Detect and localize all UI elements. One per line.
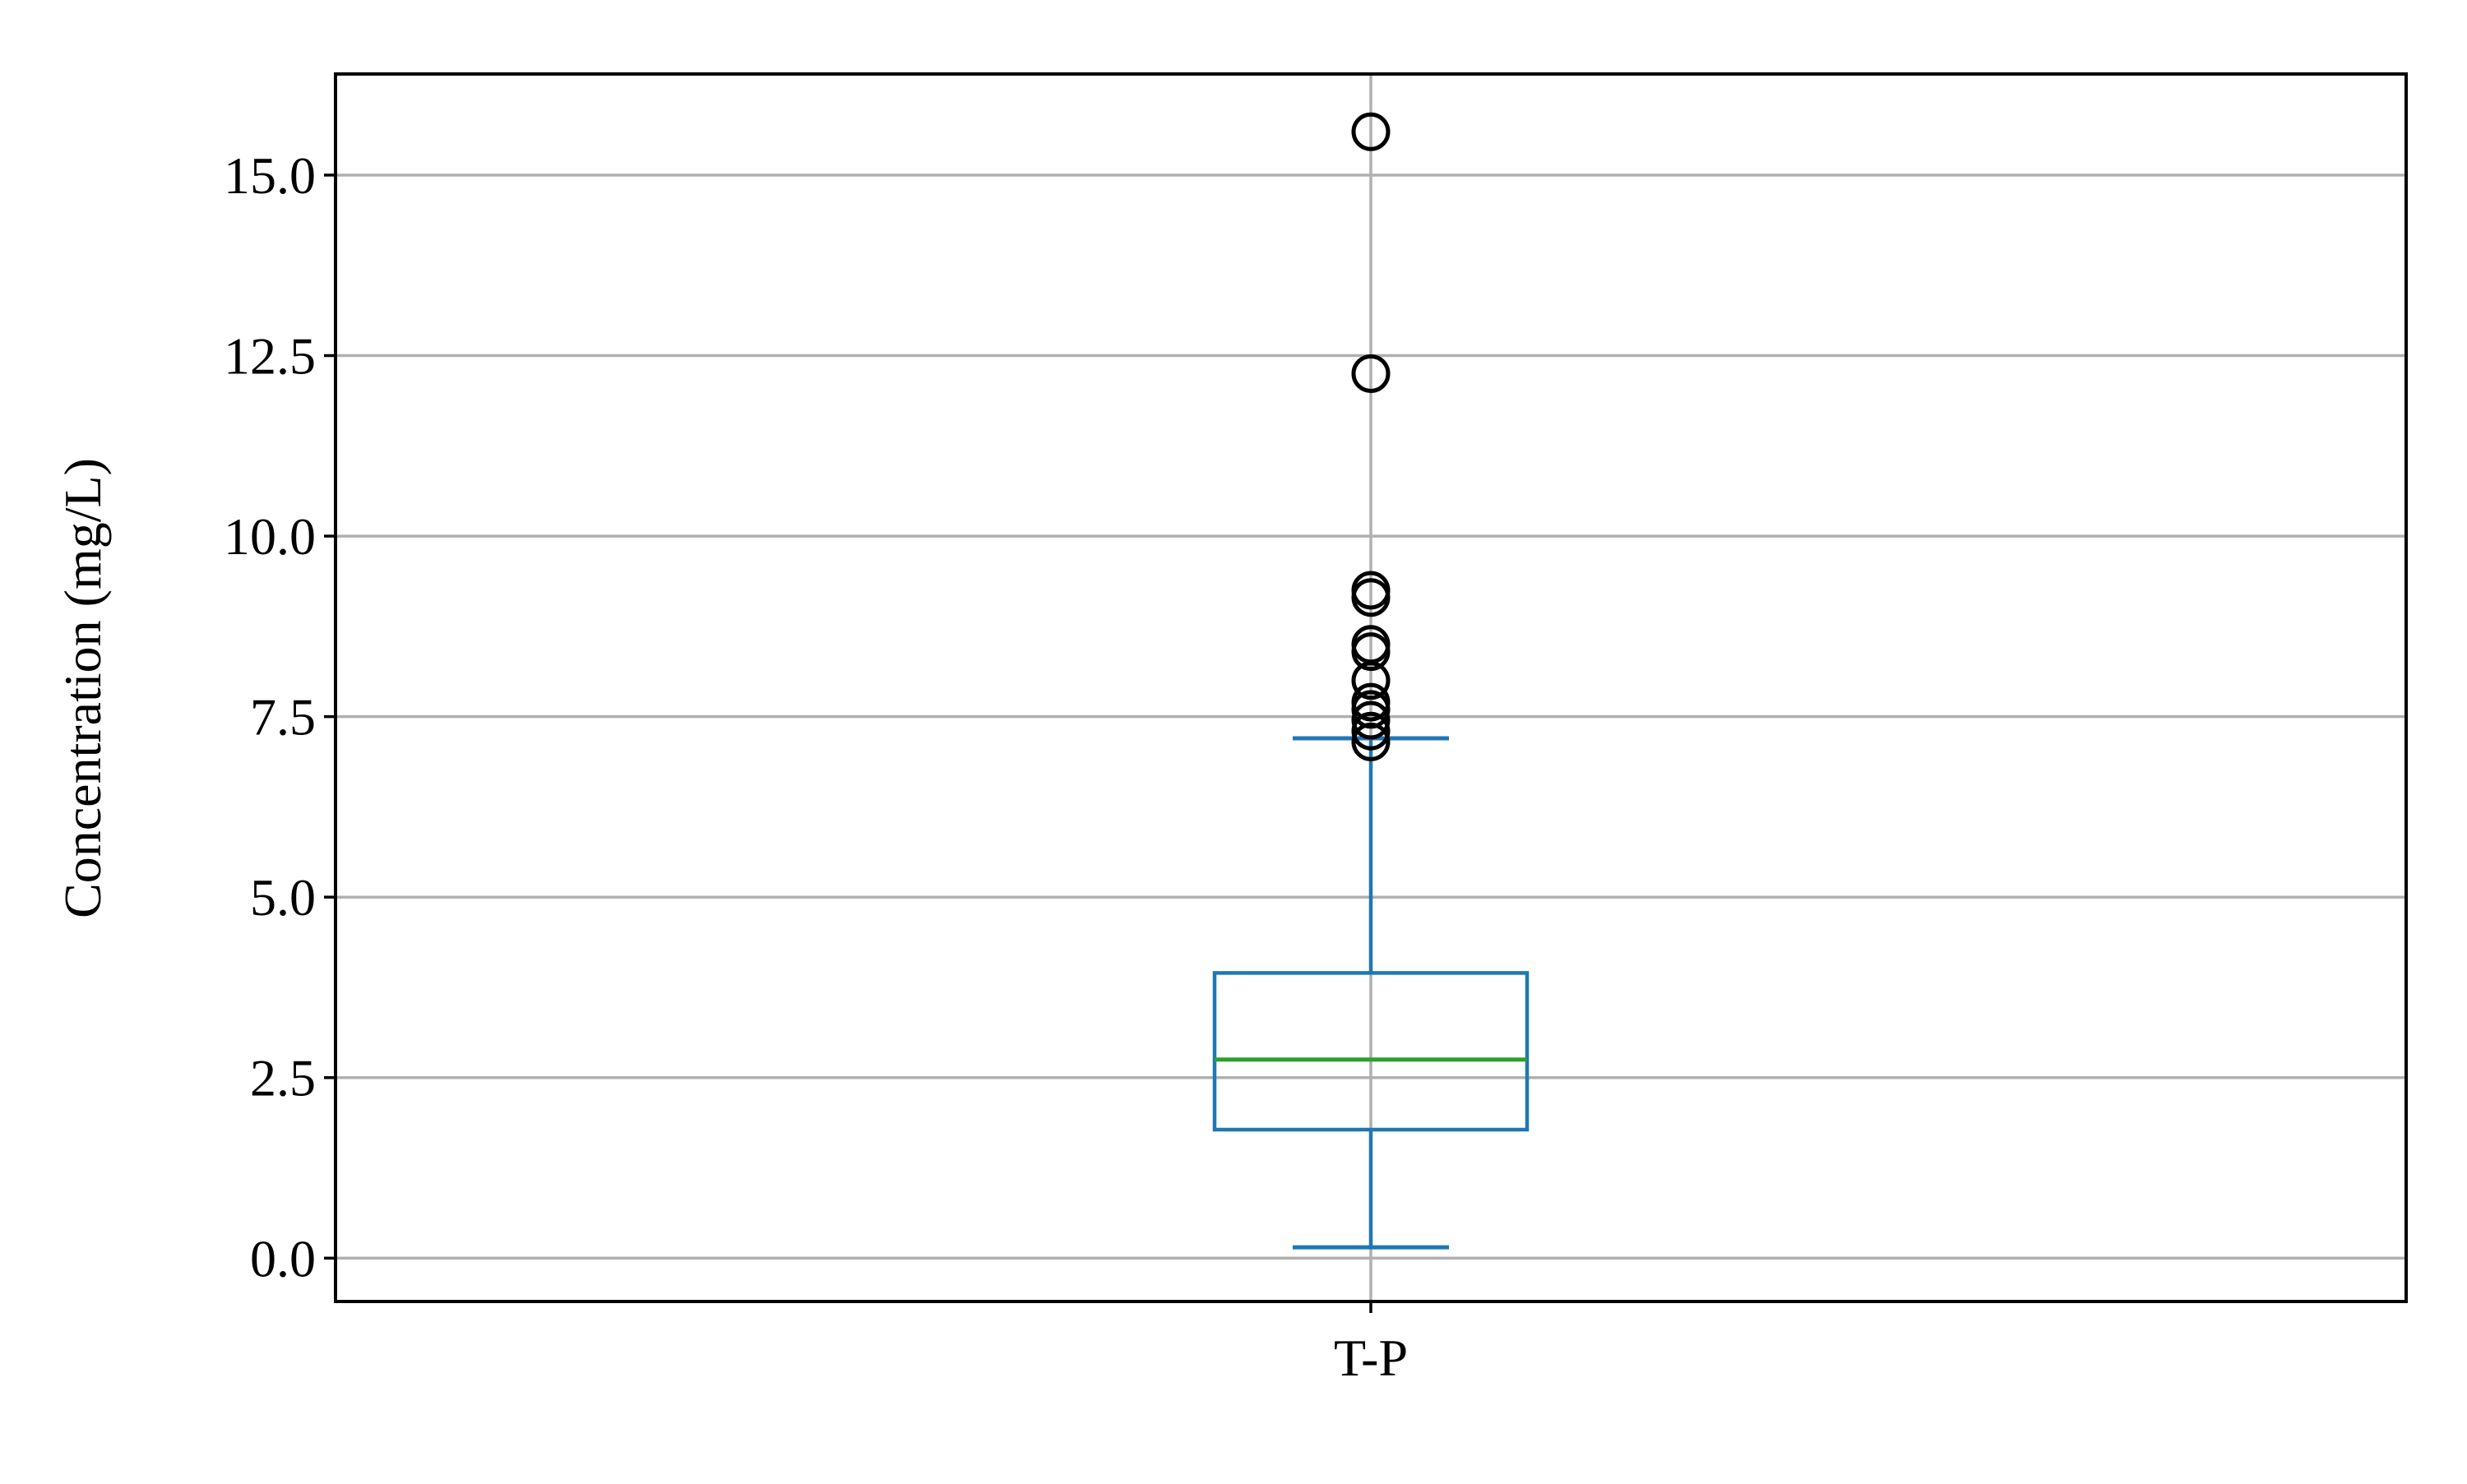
outlier-point: [1351, 700, 1391, 740]
x-axis-ticks: T-P: [1334, 1301, 1408, 1387]
y-tick-label: 7.5: [250, 688, 316, 747]
y-tick-label: 5.0: [250, 868, 316, 927]
y-tick-label: 15.0: [224, 146, 316, 205]
y-tick-label: 2.5: [250, 1049, 316, 1107]
x-tick-label: T-P: [1334, 1329, 1408, 1387]
grid-layer: [336, 74, 2406, 1301]
outlier-point: [1351, 625, 1391, 664]
y-tick-label: 12.5: [224, 327, 316, 386]
y-axis-label: Concentration (mg/L): [53, 458, 112, 918]
y-axis-ticks: 0.0 2.5 5.0 7.5 10.0 12.5 15.0: [224, 146, 336, 1288]
iqr-box: [1212, 971, 1530, 1132]
outlier-point: [1351, 571, 1391, 610]
outlier-point: [1351, 711, 1391, 751]
box-layer: [1212, 112, 1530, 1250]
outlier-point: [1351, 354, 1391, 393]
outlier-point: [1351, 682, 1391, 722]
y-tick-label: 10.0: [224, 507, 316, 566]
y-tick-label: 0.0: [250, 1229, 316, 1288]
outlier-point: [1351, 112, 1391, 151]
